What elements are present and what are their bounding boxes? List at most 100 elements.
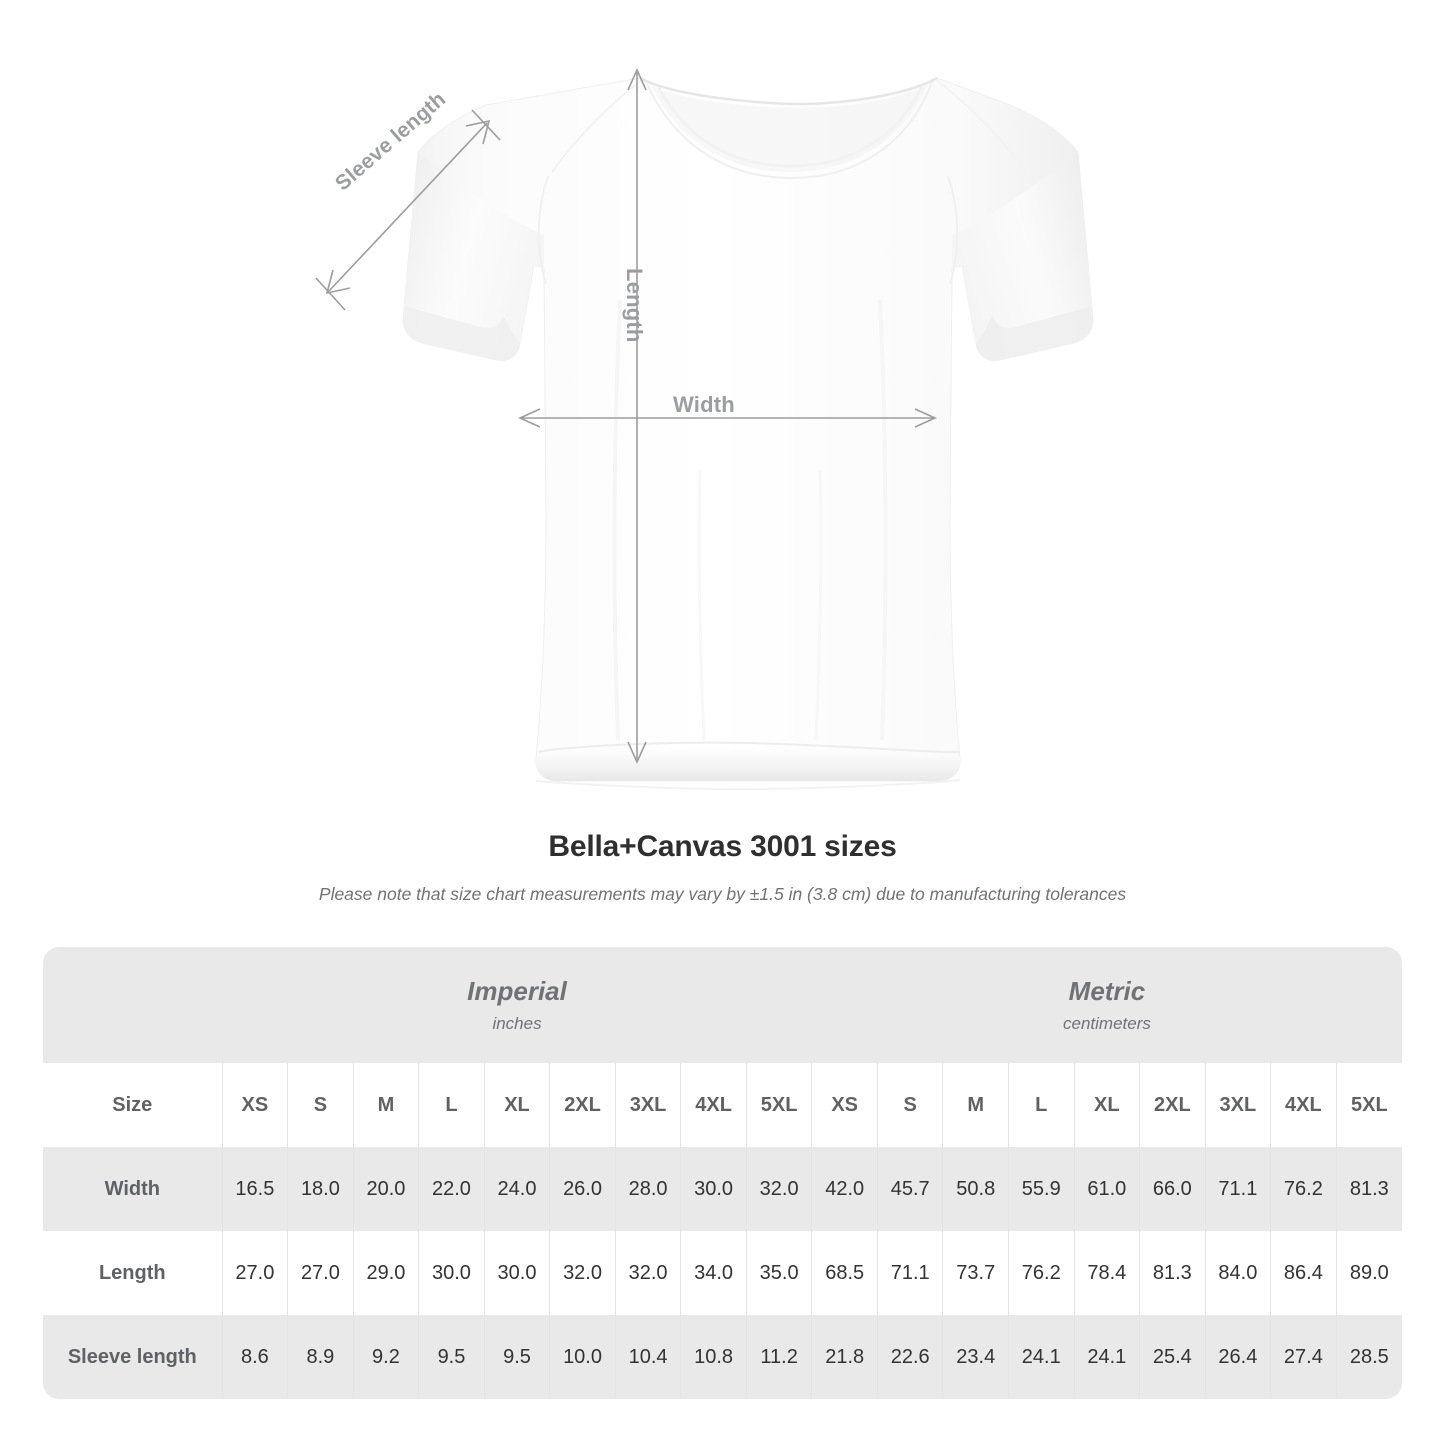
data-cell: 24.0: [483, 1147, 550, 1231]
data-cell: 28.0: [614, 1147, 681, 1231]
data-cell: 22.0: [418, 1147, 485, 1231]
length-label: Length: [622, 268, 647, 343]
data-cell: 34.0: [680, 1231, 747, 1315]
unit-group-imperial-unit: inches: [492, 1013, 542, 1033]
table-row-length: Length 27.0 27.0 29.0 30.0 30.0 32.0 32.…: [43, 1231, 1402, 1315]
data-cell: 9.5: [483, 1315, 550, 1399]
data-cell: 18.0: [287, 1147, 354, 1231]
data-cell: 81.3: [1335, 1147, 1402, 1231]
column-header-cell: 3XL: [614, 1063, 681, 1147]
width-label: Width: [673, 392, 735, 417]
column-header-cell: L: [418, 1063, 485, 1147]
tshirt-illustration: [315, 68, 1094, 791]
data-cell: 27.0: [221, 1231, 288, 1315]
data-cell: 32.0: [614, 1231, 681, 1315]
data-cell: 76.2: [1270, 1147, 1337, 1231]
unit-group-metric: Metric centimeters: [811, 947, 1402, 1063]
row-header-sleeve-length: Sleeve length: [43, 1315, 223, 1399]
data-cell: 30.0: [483, 1231, 550, 1315]
data-cell: 71.1: [876, 1231, 943, 1315]
column-header-cell: S: [876, 1063, 943, 1147]
data-cell: 10.4: [614, 1315, 681, 1399]
data-cell: 84.0: [1204, 1231, 1271, 1315]
width-arrow: [518, 408, 937, 428]
data-cell: 26.4: [1204, 1315, 1271, 1399]
column-header-cell: M: [352, 1063, 419, 1147]
unit-group-metric-unit: centimeters: [1063, 1013, 1151, 1033]
data-cell: 21.8: [811, 1315, 878, 1399]
data-cell: 32.0: [549, 1231, 616, 1315]
data-cell: 8.9: [287, 1315, 354, 1399]
data-cell: 10.8: [680, 1315, 747, 1399]
data-cell: 24.1: [1073, 1315, 1140, 1399]
data-cell: 81.3: [1139, 1231, 1206, 1315]
unit-group-imperial-name: Imperial: [467, 975, 567, 1006]
data-cell: 10.0: [549, 1315, 616, 1399]
column-header-cell: 2XL: [549, 1063, 616, 1147]
data-cell: 89.0: [1335, 1231, 1402, 1315]
column-header-cell: L: [1008, 1063, 1075, 1147]
column-header-cell: S: [287, 1063, 354, 1147]
data-cell: 20.0: [352, 1147, 419, 1231]
data-cell: 71.1: [1204, 1147, 1271, 1231]
data-cell: 23.4: [942, 1315, 1009, 1399]
row-header-length: Length: [43, 1231, 223, 1315]
table-row-width: Width 16.5 18.0 20.0 22.0 24.0 26.0 28.0…: [43, 1147, 1402, 1231]
data-cell: 22.6: [876, 1315, 943, 1399]
data-cell: 68.5: [811, 1231, 878, 1315]
size-chart-table-container: Imperial inches Metric centimeters Size …: [43, 947, 1402, 1399]
page-title: Bella+Canvas 3001 sizes: [548, 830, 897, 863]
unit-row-spacer: [43, 947, 223, 1063]
column-header-cell: 4XL: [1270, 1063, 1337, 1147]
data-cell: 32.0: [745, 1147, 812, 1231]
data-cell: 28.5: [1335, 1315, 1402, 1399]
data-cell: 76.2: [1008, 1231, 1075, 1315]
column-header-cell: 5XL: [1335, 1063, 1402, 1147]
sleeve-length-arrow: [315, 109, 501, 311]
chart-heading: Bella+Canvas 3001 sizes Please note that…: [0, 830, 1445, 905]
data-cell: 27.4: [1270, 1315, 1337, 1399]
data-cell: 50.8: [942, 1147, 1009, 1231]
data-cell: 61.0: [1073, 1147, 1140, 1231]
row-header-size: Size: [43, 1063, 223, 1147]
column-header-cell: XL: [1073, 1063, 1140, 1147]
data-cell: 30.0: [680, 1147, 747, 1231]
unit-group-imperial: Imperial inches: [222, 947, 812, 1063]
data-cell: 26.0: [549, 1147, 616, 1231]
column-header-cell: XL: [483, 1063, 550, 1147]
dimension-arrows: [315, 68, 937, 764]
data-cell: 55.9: [1008, 1147, 1075, 1231]
column-header-cell: XS: [221, 1063, 288, 1147]
table-row-sleeve-length: Sleeve length 8.6 8.9 9.2 9.5 9.5 10.0 1…: [43, 1315, 1402, 1399]
data-cell: 24.1: [1008, 1315, 1075, 1399]
data-cell: 45.7: [876, 1147, 943, 1231]
unit-group-metric-name: Metric: [1068, 975, 1146, 1006]
data-cell: 35.0: [745, 1231, 812, 1315]
tshirt-measurement-diagram: Sleeve length Length Width: [315, 68, 1094, 791]
data-cell: 8.6: [221, 1315, 288, 1399]
data-cell: 66.0: [1139, 1147, 1206, 1231]
row-header-width: Width: [43, 1147, 223, 1231]
column-header-cell: 2XL: [1139, 1063, 1206, 1147]
data-cell: 11.2: [745, 1315, 812, 1399]
data-cell: 78.4: [1073, 1231, 1140, 1315]
data-cell: 30.0: [418, 1231, 485, 1315]
data-cell: 16.5: [221, 1147, 288, 1231]
data-cell: 73.7: [942, 1231, 1009, 1315]
data-cell: 42.0: [811, 1147, 878, 1231]
data-cell: 27.0: [287, 1231, 354, 1315]
tshirt-body-shape: [402, 76, 1094, 791]
data-cell: 86.4: [1270, 1231, 1337, 1315]
data-cell: 9.5: [418, 1315, 485, 1399]
column-header-cell: 3XL: [1204, 1063, 1271, 1147]
tolerance-note: Please note that size chart measurements…: [318, 884, 1127, 904]
length-arrow: [627, 68, 647, 764]
column-header-cell: M: [942, 1063, 1009, 1147]
data-cell: 9.2: [352, 1315, 419, 1399]
data-cell: 25.4: [1139, 1315, 1206, 1399]
table-row-size-header: Size XS S M L XL 2XL 3XL 4XL 5XL XS S M …: [43, 1063, 1402, 1147]
unit-system-row: Imperial inches Metric centimeters: [43, 947, 1402, 1063]
data-cell: 29.0: [352, 1231, 419, 1315]
column-header-cell: 4XL: [680, 1063, 747, 1147]
column-header-cell: XS: [811, 1063, 878, 1147]
